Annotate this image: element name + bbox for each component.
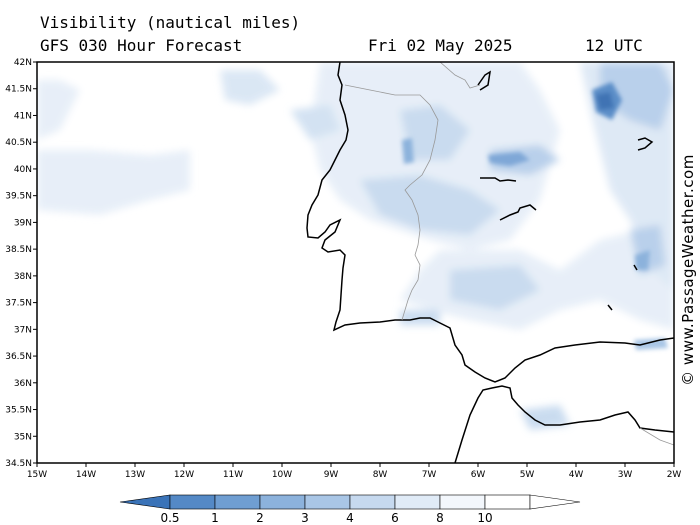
forecast-subtitle: GFS 030 Hour Forecast	[40, 36, 243, 55]
coastline	[306, 62, 674, 463]
lat-label: 39.5N	[5, 192, 32, 202]
colorbar-label: 1	[211, 511, 219, 525]
colorbar-label: 10	[477, 511, 492, 525]
lon-label: 8W	[373, 470, 388, 480]
colorbar-segment	[259, 494, 306, 510]
lon-label: 5W	[520, 470, 535, 480]
lon-label: 11W	[223, 470, 243, 480]
colorbar-segment	[394, 494, 441, 510]
colorbar: 0.5 1 2 3 4 6 8 10	[119, 494, 581, 525]
colorbar-high-extend	[529, 494, 581, 510]
longitude-ticks: 15W 14W 13W 12W 11W 10W 9W 8W 7W 6W 5W 4W 3W 2W	[27, 463, 682, 480]
lat-label: 40.5N	[5, 138, 32, 148]
colorbar-label: 2	[256, 511, 264, 525]
colorbar-label: 3	[301, 511, 309, 525]
lat-label: 34.5N	[5, 459, 32, 469]
lat-label: 35.5N	[5, 406, 32, 416]
colorbar-label: 4	[346, 511, 354, 525]
visibility-shading	[37, 62, 674, 430]
lon-label: 6W	[471, 470, 486, 480]
colorbar-segment	[439, 494, 486, 510]
lon-label: 12W	[174, 470, 194, 480]
lat-label: 36.5N	[5, 352, 32, 362]
map-frame	[36, 61, 675, 464]
colorbar-segment	[304, 494, 351, 510]
lon-label: 15W	[27, 470, 47, 480]
lon-label: 2W	[667, 470, 682, 480]
colorbar-segment	[169, 494, 216, 510]
lat-label: 35N	[14, 432, 32, 442]
colorbar-low-extend	[119, 494, 171, 510]
lon-label: 14W	[76, 470, 96, 480]
colorbar-label: 6	[391, 511, 399, 525]
colorbar-segment	[484, 494, 531, 510]
lon-label: 10W	[272, 470, 292, 480]
lon-label: 13W	[125, 470, 145, 480]
lon-label: 4W	[569, 470, 584, 480]
colorbar-segment	[349, 494, 396, 510]
colorbar-label: 8	[436, 511, 444, 525]
latitude-ticks: 42N 41.5N 41N 40.5N 40N 39.5N 39N 38.5N 38N 37.5N…	[5, 58, 37, 469]
lon-label: 7W	[422, 470, 437, 480]
lat-label: 36N	[14, 379, 32, 389]
lat-label: 40N	[14, 165, 32, 175]
lat-label: 41N	[14, 111, 32, 121]
forecast-date: Fri 02 May 2025	[368, 36, 513, 55]
map-title: Visibility (nautical miles)	[40, 13, 301, 32]
colorbar-segment	[214, 494, 261, 510]
lat-label: 41.5N	[5, 85, 32, 95]
lon-label: 9W	[324, 470, 339, 480]
credit-text: © www.PassageWeather.com	[679, 154, 697, 386]
lat-label: 42N	[14, 58, 32, 68]
forecast-time: 12 UTC	[585, 36, 643, 55]
lat-label: 38.5N	[5, 245, 32, 255]
lat-label: 37N	[14, 325, 32, 335]
border-line	[344, 62, 674, 446]
lon-label: 3W	[618, 470, 633, 480]
lat-label: 37.5N	[5, 299, 32, 309]
lat-label: 38N	[14, 272, 32, 282]
colorbar-label: 0.5	[160, 511, 179, 525]
lat-label: 39N	[14, 218, 32, 228]
